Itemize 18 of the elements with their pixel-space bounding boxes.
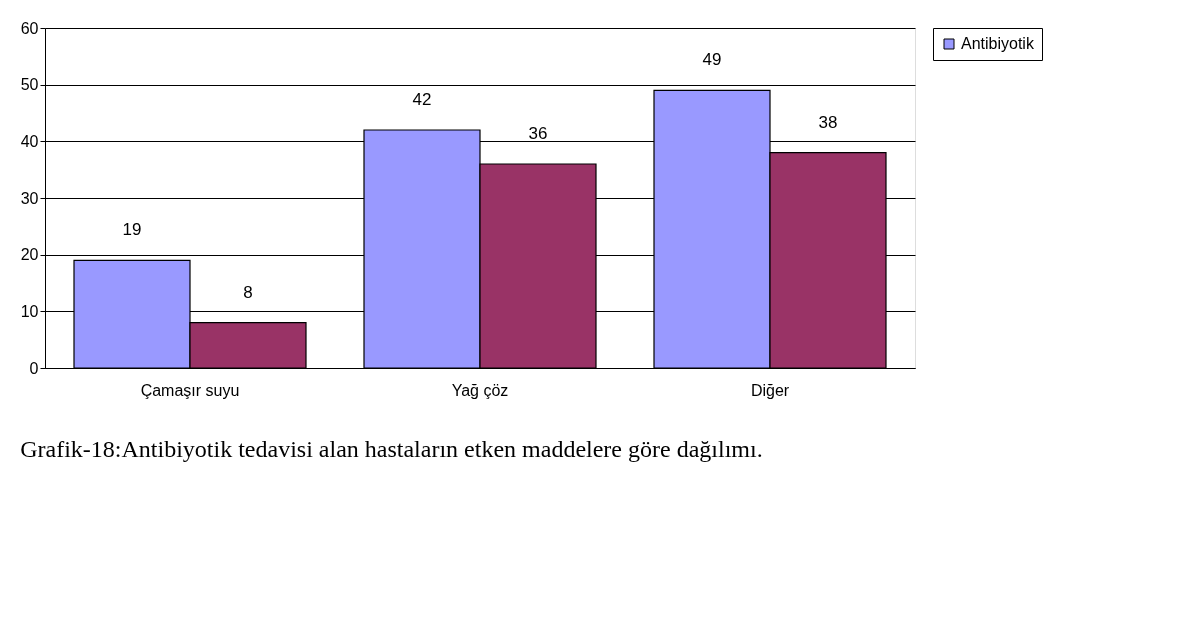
y-tick-label: 20 [20, 246, 39, 264]
y-tick-label: 0 [29, 359, 39, 377]
y-tick-label: 60 [20, 19, 39, 37]
data-label: 42 [412, 90, 432, 109]
y-tick-label: 50 [20, 76, 39, 94]
data-label: 49 [702, 50, 722, 70]
y-tick-label: 10 [20, 302, 39, 320]
data-label: 38 [818, 112, 838, 132]
data-label: 19 [122, 220, 142, 240]
text: Grafik-18:Antibiyotik tedavisi alan hastaların etken maddelere göre dağılımı. [20, 436, 763, 462]
y-tick-label: 30 [20, 189, 39, 207]
data-label: 8 [243, 282, 253, 302]
x-tick-label: Çamaşır suyu [140, 381, 240, 399]
data-label: 36 [528, 124, 548, 143]
legend-label: Antibiyotik [961, 35, 1035, 52]
x-tick-label: Yağ çöz [451, 381, 509, 399]
y-tick-label: 40 [20, 132, 39, 150]
x-tick-label: Diğer [750, 381, 790, 399]
